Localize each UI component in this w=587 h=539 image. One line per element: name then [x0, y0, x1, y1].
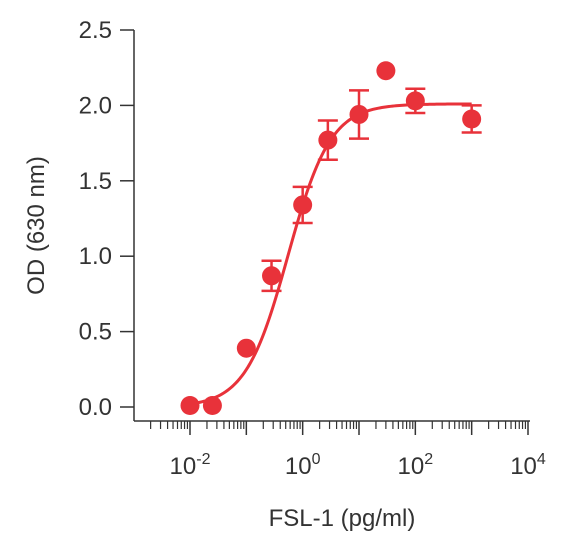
data-points	[180, 61, 482, 415]
data-point	[293, 195, 313, 215]
x-tick-label: 100	[285, 451, 321, 480]
y-tick-label: 0.0	[79, 394, 112, 421]
y-tick-label: 1.0	[79, 243, 112, 270]
data-point	[180, 395, 200, 415]
data-point	[462, 109, 482, 129]
data-point	[202, 395, 222, 415]
data-point	[318, 130, 338, 150]
y-axis-title: OD (630 nm)	[23, 156, 50, 295]
y-tick-label: 2.5	[79, 17, 112, 44]
y-axis-ticks: 0.0 0.5 1.0 1.5 2.0 2.5	[79, 17, 134, 421]
y-tick-label: 2.0	[79, 92, 112, 119]
x-tick-label: 10-2	[170, 451, 211, 480]
data-point	[262, 266, 282, 286]
data-point	[405, 91, 425, 111]
x-axis-ticks: 10-2 100 102 104	[150, 421, 546, 480]
x-axis-title: FSL-1 (pg/ml)	[269, 505, 416, 532]
y-tick-label: 0.5	[79, 319, 112, 346]
data-point	[376, 61, 396, 81]
data-point	[349, 104, 369, 124]
data-point	[236, 338, 256, 358]
x-tick-label: 104	[510, 451, 546, 480]
y-tick-label: 1.5	[79, 168, 112, 195]
x-tick-label: 102	[398, 451, 434, 480]
axes	[133, 30, 530, 422]
